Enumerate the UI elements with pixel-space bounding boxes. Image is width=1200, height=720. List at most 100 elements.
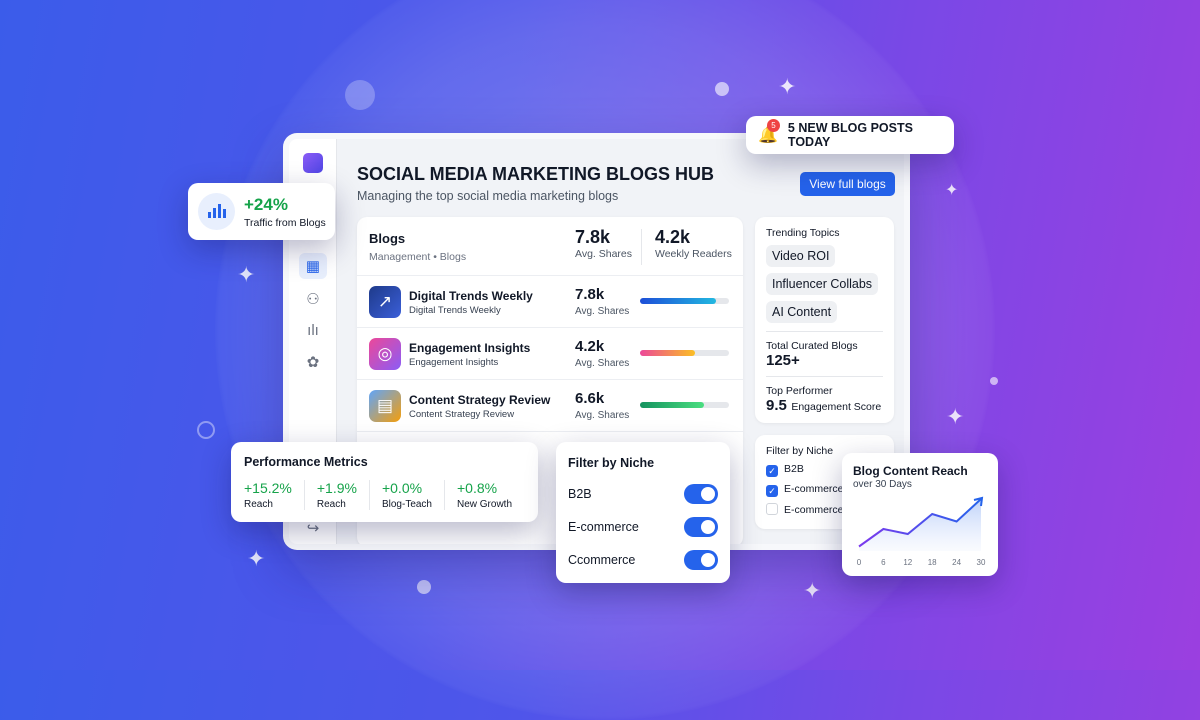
grid-icon[interactable]: ▦: [299, 253, 327, 279]
insights-card: Trending Topics Video ROI Influencer Col…: [755, 217, 894, 423]
page-subtitle: Managing the top social media marketing …: [357, 189, 618, 203]
metric-label: Reach: [317, 499, 357, 510]
progress-bar: [640, 350, 729, 356]
blog-name: Digital Trends Weekly: [409, 289, 533, 303]
checkbox-checked-icon[interactable]: ✓: [766, 465, 778, 477]
x-tick-label: 24: [952, 558, 961, 567]
stat-label: Weekly Readers: [655, 248, 732, 260]
top-performer-label: Top Performer: [766, 376, 883, 397]
table-row[interactable]: ▤ Content Strategy Review Content Strate…: [357, 379, 743, 431]
blog-subtitle: Engagement Insights: [409, 357, 498, 368]
traffic-label: Traffic from Blogs: [244, 217, 326, 229]
x-tick-label: 30: [977, 558, 986, 567]
users-icon[interactable]: ⚇: [299, 286, 327, 312]
topic-chip[interactable]: AI Content: [766, 301, 883, 329]
blogs-title: Blogs: [369, 231, 405, 246]
notification-banner[interactable]: 🔔5 5 NEW BLOG POSTS TODAY: [746, 116, 954, 154]
settings-icon[interactable]: ✿: [299, 349, 327, 375]
metric: +0.8% New Growth: [444, 480, 524, 510]
metric-value: +0.0%: [382, 480, 432, 496]
metric-label: New Growth: [457, 499, 512, 510]
metric-value: +1.9%: [317, 480, 357, 496]
sparkle-icon: ✦: [803, 578, 821, 604]
metric: +1.9% Reach: [304, 480, 369, 510]
metric: +15.2% Reach: [244, 480, 304, 510]
top-performer-unit: Engagement Score: [791, 401, 881, 413]
blog-value-label: Avg. Shares: [575, 306, 629, 317]
bar-chart-icon: [198, 193, 235, 230]
blog-value: 7.8k: [575, 286, 604, 303]
x-tick-label: 12: [903, 558, 912, 567]
metric: +0.0% Blog-Teach: [369, 480, 444, 510]
metric-value: +0.8%: [457, 480, 512, 496]
stat-value: 7.8k: [575, 227, 632, 248]
sparkle-icon: ✦: [945, 180, 958, 200]
x-tick-label: 6: [881, 558, 886, 567]
easel-icon: ▤: [369, 390, 401, 422]
niche-toggle[interactable]: [684, 550, 718, 570]
decor-dot: [715, 82, 729, 96]
progress-bar: [640, 402, 729, 408]
chart-icon[interactable]: ılı: [299, 317, 327, 343]
blog-subtitle: Content Strategy Review: [409, 409, 514, 420]
metric-value: +15.2%: [244, 480, 292, 496]
toggle-label: B2B: [568, 487, 592, 501]
x-tick-label: 0: [857, 558, 862, 567]
blog-value: 6.6k: [575, 390, 604, 407]
trending-title: Trending Topics: [766, 227, 883, 239]
divider: [641, 229, 642, 265]
checkbox-checked-icon[interactable]: ✓: [766, 485, 778, 497]
performance-metrics-card: Performance Metrics +15.2% Reach +1.9% Reac…: [231, 442, 538, 522]
checkbox-label: B2B: [784, 463, 804, 475]
topic-chip-label: Influencer Collabs: [766, 273, 878, 295]
performance-title: Performance Metrics: [244, 455, 368, 469]
decor-dot: [990, 377, 998, 385]
traffic-card: +24% Traffic from Blogs: [188, 183, 335, 240]
checkbox-label: E-commerce: [784, 504, 844, 516]
topic-chip[interactable]: Video ROI: [766, 245, 883, 273]
notification-badge: 5: [767, 119, 780, 132]
bell-icon: 🔔5: [758, 125, 778, 145]
orbit-icon: ◎: [369, 338, 401, 370]
stat-label: Avg. Shares: [575, 248, 632, 260]
sparkle-icon: ✦: [778, 74, 796, 100]
total-value: 125+: [766, 352, 883, 369]
blog-subtitle: Digital Trends Weekly: [409, 305, 501, 316]
decor-dot: [417, 580, 431, 594]
toggle-label: Ccommerce: [568, 553, 635, 567]
topic-chip-label: Video ROI: [766, 245, 835, 267]
sparkle-icon: ✦: [946, 404, 964, 430]
table-row[interactable]: ◎ Engagement Insights Engagement Insight…: [357, 327, 743, 379]
notification-text: 5 NEW BLOG POSTS TODAY: [788, 121, 954, 149]
progress-bar: [640, 298, 729, 304]
topic-chip[interactable]: Influencer Collabs: [766, 273, 883, 301]
view-full-blogs-button[interactable]: View full blogs: [800, 172, 895, 196]
blog-name: Engagement Insights: [409, 341, 530, 355]
blog-name: Content Strategy Review: [409, 393, 550, 407]
reach-chart: 0 6 12 18 24 30: [842, 453, 998, 576]
breadcrumb: Management • Blogs: [369, 251, 466, 263]
stat-value: 4.2k: [655, 227, 732, 248]
blog-value-label: Avg. Shares: [575, 358, 629, 369]
checkbox-empty-icon[interactable]: [766, 503, 778, 515]
metric-label: Reach: [244, 499, 292, 510]
topic-chip-label: AI Content: [766, 301, 837, 323]
page-title: SOCIAL MEDIA MARKETING BLOGS HUB: [357, 164, 714, 185]
x-tick-label: 18: [928, 558, 937, 567]
traffic-value: +24%: [244, 195, 288, 215]
sparkle-icon: ✦: [237, 262, 255, 288]
decor-ring: [197, 421, 215, 439]
top-performer-value: 9.5: [766, 397, 787, 414]
blog-value-label: Avg. Shares: [575, 410, 629, 421]
checkbox-label: E-commerce: [784, 483, 844, 495]
metric-label: Blog-Teach: [382, 499, 432, 510]
niche-toggle[interactable]: [684, 517, 718, 537]
app-logo: [303, 153, 323, 173]
total-label: Total Curated Blogs: [766, 331, 883, 352]
table-row[interactable]: ↗ Digital Trends Weekly Digital Trends W…: [357, 275, 743, 327]
niche-toggle[interactable]: [684, 484, 718, 504]
sparkle-icon: ✦: [247, 546, 265, 572]
